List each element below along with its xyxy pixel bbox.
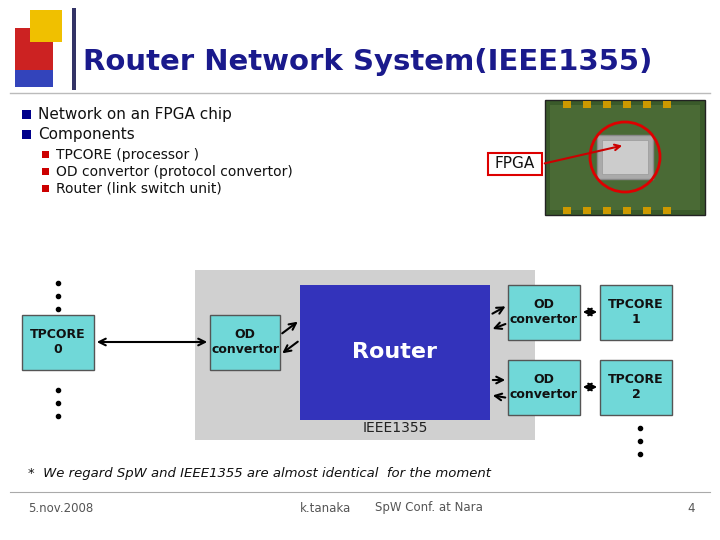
Bar (15, 28, 53, 70)
Bar (600, 360, 672, 415)
Bar (600, 285, 672, 340)
Text: Router: Router (353, 342, 438, 362)
Text: IEEE1355: IEEE1355 (362, 421, 428, 435)
Bar (15, 52, 53, 87)
Bar (623, 207, 631, 214)
Bar (583, 101, 591, 108)
Bar (42, 168, 49, 175)
Text: TPCORE
0: TPCORE 0 (30, 328, 86, 356)
Bar (210, 315, 280, 370)
Text: Router (link switch unit): Router (link switch unit) (56, 182, 222, 196)
Text: FPGA: FPGA (495, 157, 535, 172)
Text: TPCORE (processor ): TPCORE (processor ) (56, 148, 199, 162)
Text: TPCORE
1: TPCORE 1 (608, 298, 664, 326)
Bar (663, 207, 671, 214)
Bar (603, 101, 611, 108)
Text: OD
convertor: OD convertor (510, 298, 578, 326)
Text: 4: 4 (688, 502, 695, 515)
Bar (72, 8, 76, 90)
Bar (30, 10, 62, 42)
Bar (300, 285, 490, 420)
Text: Network on an FPGA chip: Network on an FPGA chip (38, 107, 232, 123)
Text: OD convertor (protocol convertor): OD convertor (protocol convertor) (56, 165, 293, 179)
Text: Router Network System(IEEE1355): Router Network System(IEEE1355) (83, 48, 652, 76)
Bar (42, 185, 49, 192)
Bar (508, 360, 580, 415)
Bar (550, 105, 700, 210)
Bar (508, 285, 580, 340)
Text: k.tanaka: k.tanaka (300, 502, 351, 515)
Text: *  We regard SpW and IEEE1355 are almost identical  for the moment: * We regard SpW and IEEE1355 are almost … (28, 467, 491, 480)
Bar (583, 207, 591, 214)
Text: SpW Conf. at Nara: SpW Conf. at Nara (375, 502, 483, 515)
Bar (22, 315, 94, 370)
Bar (597, 135, 653, 179)
Bar (563, 207, 571, 214)
Bar (545, 100, 705, 215)
Text: OD
convertor: OD convertor (211, 328, 279, 356)
Bar (643, 101, 651, 108)
Text: Components: Components (38, 127, 135, 143)
Bar (563, 101, 571, 108)
Bar (42, 151, 49, 158)
Text: TPCORE
2: TPCORE 2 (608, 373, 664, 401)
Bar (663, 101, 671, 108)
Bar (488, 153, 542, 175)
Bar (602, 140, 648, 174)
Bar (643, 207, 651, 214)
Bar (22, 130, 31, 139)
Bar (195, 270, 535, 440)
Bar (22, 110, 31, 119)
Text: 5.nov.2008: 5.nov.2008 (28, 502, 94, 515)
Bar (603, 207, 611, 214)
Bar (623, 101, 631, 108)
Text: OD
convertor: OD convertor (510, 373, 578, 401)
